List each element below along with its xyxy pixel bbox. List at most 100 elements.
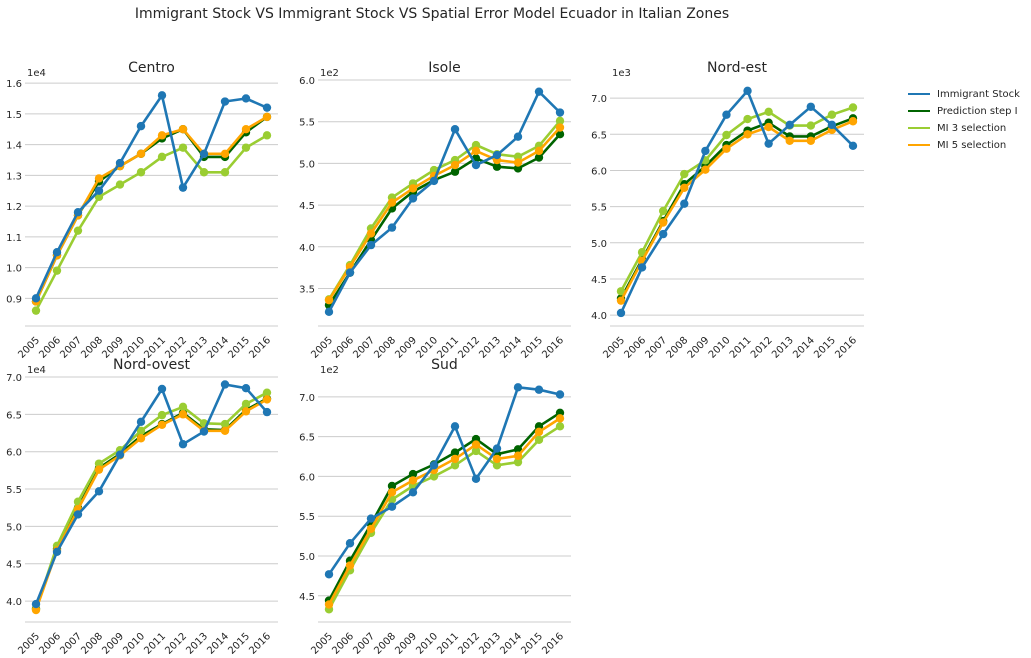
data-point-mi-5-selection bbox=[94, 465, 104, 474]
data-point-immigrant-stock bbox=[492, 150, 502, 160]
data-point-mi-5-selection bbox=[220, 426, 230, 435]
legend-item-immigrant-stock: Immigrant Stock bbox=[908, 86, 1020, 102]
x-tick-label: 2013 bbox=[184, 631, 210, 657]
axis-scale-label: 1e4 bbox=[27, 68, 46, 79]
data-point-mi-5-selection bbox=[178, 125, 188, 134]
data-point-immigrant-stock bbox=[31, 599, 41, 609]
data-point-mi-5-selection bbox=[408, 476, 418, 485]
data-point-immigrant-stock bbox=[555, 390, 565, 399]
y-tick-label: 5.0 bbox=[591, 239, 607, 250]
data-point-mi-3-selection bbox=[157, 410, 167, 420]
subplot-title: Isole bbox=[428, 60, 461, 76]
data-point-mi-5-selection bbox=[366, 229, 376, 238]
legend-item-mi-5-selection: MI 5 selection bbox=[908, 137, 1020, 153]
data-point-mi-5-selection bbox=[387, 198, 397, 207]
data-point-mi-3-selection bbox=[241, 143, 251, 152]
y-tick-label: 1.5 bbox=[6, 110, 22, 121]
data-point-mi-3-selection bbox=[262, 131, 272, 140]
data-point-mi-5-selection bbox=[492, 454, 502, 464]
data-point-immigrant-stock bbox=[743, 86, 752, 96]
data-point-immigrant-stock bbox=[534, 385, 544, 394]
axis-scale-label: 1e4 bbox=[27, 365, 46, 376]
data-point-mi-3-selection bbox=[450, 461, 460, 470]
data-point-mi-3-selection bbox=[764, 107, 773, 117]
data-point-mi-5-selection bbox=[262, 112, 272, 122]
data-point-immigrant-stock bbox=[178, 440, 188, 449]
data-point-mi-5-selection bbox=[806, 136, 816, 145]
data-point-mi-5-selection bbox=[157, 131, 167, 140]
y-tick-label: 5.5 bbox=[6, 485, 22, 496]
data-point-immigrant-stock bbox=[94, 487, 104, 496]
y-tick-label: 1.2 bbox=[6, 202, 22, 213]
y-tick-label: 7.0 bbox=[591, 94, 607, 105]
y-tick-label: 4.5 bbox=[299, 592, 315, 603]
x-tick-label: 2005 bbox=[309, 631, 335, 657]
y-tick-label: 4.5 bbox=[591, 275, 607, 286]
data-point-immigrant-stock bbox=[387, 502, 397, 511]
data-point-immigrant-stock bbox=[450, 422, 460, 431]
y-tick-label: 4.0 bbox=[6, 597, 22, 608]
data-point-immigrant-stock bbox=[241, 384, 251, 393]
series-line-mi-3-selection bbox=[327, 425, 561, 610]
x-tick-label: 2015 bbox=[812, 335, 838, 361]
x-tick-label: 2006 bbox=[37, 335, 63, 361]
axis-scale-label: 1e2 bbox=[320, 68, 339, 79]
legend-swatch bbox=[908, 93, 930, 95]
data-point-mi-3-selection bbox=[220, 419, 230, 429]
data-point-mi-3-selection bbox=[136, 168, 146, 177]
y-tick-label: 5.5 bbox=[591, 203, 607, 214]
data-point-immigrant-stock bbox=[408, 194, 418, 203]
subplot-title: Sud bbox=[431, 357, 458, 373]
data-point-immigrant-stock bbox=[136, 121, 146, 131]
x-tick-label: 2008 bbox=[372, 631, 398, 657]
series-line-mi-3-selection bbox=[619, 106, 854, 292]
data-point-prediction-step-i bbox=[513, 164, 523, 173]
x-tick-label: 2005 bbox=[16, 335, 42, 361]
data-point-mi-3-selection bbox=[178, 143, 188, 152]
data-point-immigrant-stock bbox=[471, 474, 481, 484]
data-point-mi-5-selection bbox=[450, 160, 460, 170]
data-point-mi-5-selection bbox=[450, 454, 460, 464]
data-point-mi-3-selection bbox=[637, 248, 647, 257]
x-tick-label: 2009 bbox=[393, 631, 419, 657]
series-line-mi-5-selection bbox=[34, 115, 268, 302]
data-point-mi-5-selection bbox=[136, 149, 146, 158]
data-point-mi-5-selection bbox=[722, 144, 731, 153]
x-tick-label: 2007 bbox=[351, 335, 377, 361]
series-line-mi-3-selection bbox=[34, 134, 268, 312]
data-point-mi-5-selection bbox=[513, 158, 523, 167]
data-point-mi-3-selection bbox=[827, 110, 837, 119]
y-tick-label: 1.6 bbox=[6, 79, 22, 90]
y-tick-label: 6.0 bbox=[591, 166, 607, 177]
data-point-prediction-step-i bbox=[534, 153, 544, 162]
x-tick-label: 2008 bbox=[79, 335, 105, 361]
data-point-immigrant-stock bbox=[658, 229, 668, 239]
data-point-mi-5-selection bbox=[178, 410, 188, 419]
figure-title: Immigrant Stock VS Immigrant Stock VS Sp… bbox=[135, 6, 729, 22]
data-point-mi-5-selection bbox=[764, 122, 773, 132]
series-line-mi-3-selection bbox=[327, 120, 561, 300]
data-point-mi-3-selection bbox=[492, 461, 502, 470]
data-point-mi-5-selection bbox=[743, 130, 752, 139]
x-tick-label: 2015 bbox=[226, 631, 252, 657]
data-point-immigrant-stock bbox=[157, 384, 167, 394]
y-tick-label: 1.3 bbox=[6, 171, 22, 182]
y-tick-label: 7.0 bbox=[299, 393, 315, 404]
subplot-title: Nord-ovest bbox=[113, 357, 191, 373]
data-point-immigrant-stock bbox=[785, 120, 794, 130]
data-point-immigrant-stock bbox=[722, 110, 731, 119]
data-point-immigrant-stock bbox=[136, 417, 146, 427]
legend-item-prediction-step-i: Prediction step I bbox=[908, 103, 1020, 119]
x-tick-label: 2014 bbox=[498, 631, 524, 657]
data-point-mi-3-selection bbox=[429, 472, 439, 481]
y-tick-label: 5.5 bbox=[299, 512, 315, 523]
x-tick-label: 2006 bbox=[330, 335, 356, 361]
data-point-mi-5-selection bbox=[701, 165, 710, 174]
x-tick-label: 2013 bbox=[477, 631, 503, 657]
y-tick-label: 1.1 bbox=[6, 233, 22, 244]
x-tick-label: 2015 bbox=[226, 335, 252, 361]
data-point-immigrant-stock bbox=[513, 132, 523, 141]
data-point-mi-5-selection bbox=[680, 183, 689, 193]
x-tick-label: 2011 bbox=[728, 335, 754, 361]
